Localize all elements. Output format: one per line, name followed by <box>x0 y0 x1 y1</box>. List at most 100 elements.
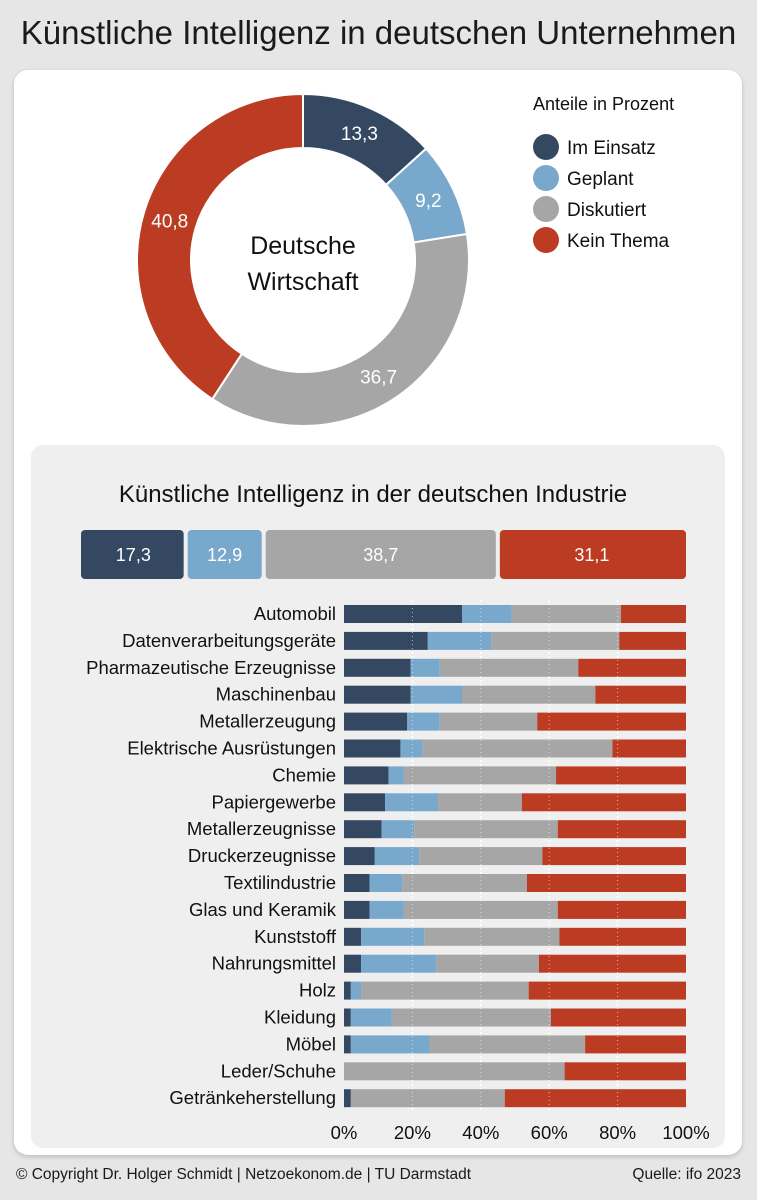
bar-segment <box>381 820 415 839</box>
industry-bars: Automobil Datenverarbeitungsgeräte Pharmaz… <box>86 600 686 1110</box>
bar-segment <box>344 847 375 866</box>
bar-segment <box>461 685 596 704</box>
bar-segment <box>361 927 425 946</box>
donut-slice-label: 40,8 <box>151 211 188 232</box>
bar-segment <box>556 766 686 785</box>
bar-segment <box>344 1062 565 1081</box>
category-label: Maschinenbau <box>216 684 336 705</box>
bar-segment <box>350 1089 505 1108</box>
bar-segment <box>344 1035 351 1054</box>
bar-segment <box>344 954 362 973</box>
bar-segment <box>344 1008 351 1027</box>
legend-swatch <box>533 134 559 160</box>
bar-segment <box>578 658 686 677</box>
bar-segment <box>557 900 686 919</box>
x-tick-label: 60% <box>531 1122 568 1143</box>
legend-swatch <box>533 196 559 222</box>
donut-slice <box>210 232 470 427</box>
bar-segment <box>422 739 613 758</box>
category-label: Pharmazeutische Erzeugnisse <box>86 657 336 678</box>
bar-segment <box>344 927 362 946</box>
donut-slice <box>136 92 304 401</box>
category-label: Kunststoff <box>254 926 337 947</box>
total-segment-label: 38,7 <box>363 545 398 565</box>
x-tick-label: 0% <box>331 1122 358 1143</box>
category-label: Glas und Keramik <box>189 899 337 920</box>
bar-segment <box>407 712 440 731</box>
total-bar: Künstliche Intelligenz in der deutschen … <box>81 481 686 579</box>
legend-label: Im Einsatz <box>567 138 656 159</box>
bar-segment <box>436 954 539 973</box>
bar-segment <box>439 658 579 677</box>
bar-segment <box>439 712 538 731</box>
donut-center-label: Deutsche <box>250 232 356 260</box>
bar-segment <box>344 900 370 919</box>
category-label: Metallerzeugnisse <box>187 818 336 839</box>
total-segment-label: 12,9 <box>207 545 242 565</box>
bar-segment <box>585 1035 686 1054</box>
category-label: Elektrische Ausrüstungen <box>127 738 336 759</box>
total-segment <box>187 530 262 579</box>
bar-segment <box>350 981 362 1000</box>
bar-segment <box>402 874 527 892</box>
bar-segment <box>538 954 686 973</box>
donut-slice-label: 36,7 <box>360 368 397 389</box>
bar-segment <box>400 739 423 758</box>
category-label: Druckerzeugnisse <box>188 845 336 866</box>
bar-segment <box>511 605 622 623</box>
total-segment-label: 31,1 <box>574 545 609 565</box>
category-label: Nahrungsmittel <box>212 953 336 974</box>
industry-chart-title: Künstliche Intelligenz in der deutschen … <box>119 481 627 508</box>
donut-center-label: Wirtschaft <box>247 268 358 296</box>
x-tick-label: 20% <box>394 1122 431 1143</box>
bar-segment <box>542 847 686 866</box>
bar-segment <box>410 658 440 677</box>
bar-segment <box>350 1008 392 1027</box>
legend-title: Anteile in Prozent <box>533 94 674 114</box>
bar-segment <box>350 1035 430 1054</box>
legend-label: Geplant <box>567 169 634 190</box>
legend-swatch <box>533 227 559 253</box>
category-label: Holz <box>299 980 336 1001</box>
bar-segment <box>344 1089 351 1108</box>
bar-segment <box>403 766 557 785</box>
bar-segment <box>612 739 686 758</box>
category-label: Papiergewerbe <box>212 791 336 812</box>
x-tick-label: 100% <box>662 1122 709 1143</box>
bar-segment <box>504 1089 686 1108</box>
total-segment <box>81 530 184 579</box>
bar-segment <box>344 658 411 677</box>
copyright-text: © Copyright Dr. Holger Schmidt | Netzoek… <box>16 1166 472 1183</box>
bar-segment <box>414 820 558 839</box>
bar-segment <box>403 900 558 919</box>
category-label: Möbel <box>286 1033 336 1054</box>
bar-segment <box>526 874 686 892</box>
bar-segment <box>410 685 462 704</box>
legend-label: Diskutiert <box>567 200 647 221</box>
total-segment <box>265 530 496 579</box>
source-text: Quelle: ifo 2023 <box>632 1166 741 1183</box>
bar-segment <box>344 685 411 704</box>
bar-segment <box>438 793 522 812</box>
bar-segment <box>537 712 686 731</box>
bar-segment <box>564 1062 686 1081</box>
bar-segment <box>344 631 428 650</box>
total-segment-label: 17,3 <box>116 545 151 565</box>
bar-segment <box>429 1035 586 1054</box>
donut-slice-label: 13,3 <box>341 124 378 145</box>
category-label: Textilindustrie <box>224 872 336 893</box>
bar-segment <box>388 766 404 785</box>
bar-segment <box>344 981 351 1000</box>
bar-segment <box>557 820 686 839</box>
category-label: Automobil <box>254 603 336 624</box>
bar-segment <box>427 631 492 650</box>
bar-segment <box>521 793 686 812</box>
bar-segment <box>621 605 686 623</box>
bar-segment <box>344 820 382 839</box>
bar-segment <box>369 900 404 919</box>
donut-slice-label: 9,2 <box>415 191 441 212</box>
bar-segment <box>344 605 462 623</box>
x-tick-label: 80% <box>599 1122 636 1143</box>
bar-segment <box>344 793 386 812</box>
